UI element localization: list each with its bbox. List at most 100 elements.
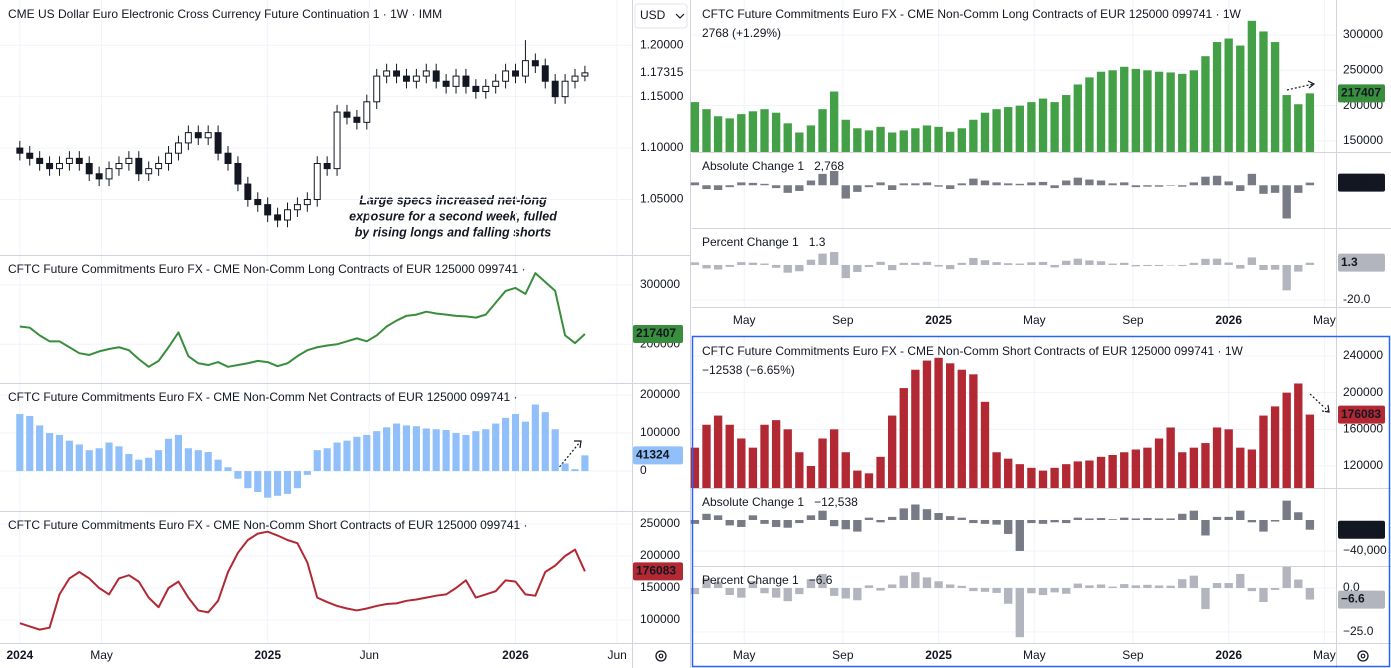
bar [274,471,282,496]
bar [293,471,301,489]
annotation: Large specs increased net-long [359,193,547,207]
bar [899,130,908,152]
bar [1062,260,1071,265]
candle-body [442,80,450,87]
gear[interactable] [655,650,667,662]
bar [1120,452,1129,488]
bar [194,450,202,472]
candle-body [95,173,103,180]
bar [1062,95,1071,152]
bar [771,264,781,268]
bar [1015,105,1024,152]
bar [1073,177,1082,186]
bar [1201,443,1210,488]
bar [864,585,874,588]
bar [748,111,758,152]
bar [1062,587,1071,594]
bar [946,185,955,190]
price-badge [1338,520,1385,539]
bar [795,132,804,152]
y-tick-label: 1.20000 [640,37,684,51]
pane-title: CFTC Future Commitments Euro FX - CME No… [702,344,1244,358]
bar [876,519,885,523]
price-badge [1338,253,1385,272]
dropdown-box[interactable] [634,3,688,29]
bar [1294,512,1303,520]
arrow-head [574,440,582,449]
candle-body [46,162,54,170]
bar [1085,460,1094,488]
bar [1108,263,1117,265]
candle-body [204,132,212,139]
bar [333,442,341,472]
candle-body [323,162,331,170]
bar [541,412,549,472]
bar [911,369,920,488]
bar [934,513,943,520]
bar [1282,95,1291,152]
bar [795,264,804,272]
bar [16,414,24,472]
y-tick-label: 1.10000 [640,140,684,154]
bar [353,436,361,472]
bar [155,450,163,472]
bar [806,180,816,186]
pane-subtitle: 2768 (+1.29%) [702,26,781,40]
bar [829,251,839,265]
bar [452,433,460,472]
bar [1027,587,1036,594]
bar [1096,584,1106,588]
settings-button[interactable] [655,650,667,662]
bar [1108,70,1117,152]
line [19,530,586,631]
bar [829,429,839,488]
bar [980,112,990,152]
bar [392,423,401,472]
x-tick-label: Sep [832,648,854,662]
candle-body [452,75,460,87]
bar [853,519,862,532]
bar [402,425,411,472]
bar [713,264,723,270]
bar [224,467,232,472]
bar [876,456,885,488]
bar [1096,261,1106,265]
bar [992,519,1001,525]
bar [980,519,990,524]
bar [1178,579,1187,588]
candle-body [482,85,490,93]
bar [1015,587,1024,638]
price-badge [1338,405,1385,424]
settings-button[interactable] [1357,650,1369,662]
candle-body [274,214,282,221]
bar [702,185,711,190]
bar [1096,518,1106,520]
bar [1294,383,1303,488]
bar [1027,519,1036,524]
candle-body [373,75,381,103]
bar [748,262,758,265]
bar [1004,263,1013,265]
bar [1096,71,1106,152]
pane-subtitle: −12538 (−6.65%) [702,363,795,377]
bar [1004,587,1013,604]
bar [841,264,850,279]
currency-label[interactable]: USD [640,8,666,22]
bar [806,465,816,488]
bar [1004,183,1013,186]
bar [922,360,932,488]
x-tick-label: 2025 [925,313,952,327]
bar [1270,406,1280,488]
y-tick-label: 300000 [640,277,680,291]
x-tick-label: Jun [360,648,379,662]
bar [702,578,711,588]
y-tick-label: 150000 [640,580,680,594]
gear[interactable] [1357,650,1369,662]
bar [1143,185,1152,187]
bar [760,519,769,524]
bar [1270,519,1280,522]
bar [818,253,827,265]
currency-dropdown[interactable]: USD [634,3,688,29]
bar [864,264,874,268]
x-tick-label: 2025 [254,648,281,662]
